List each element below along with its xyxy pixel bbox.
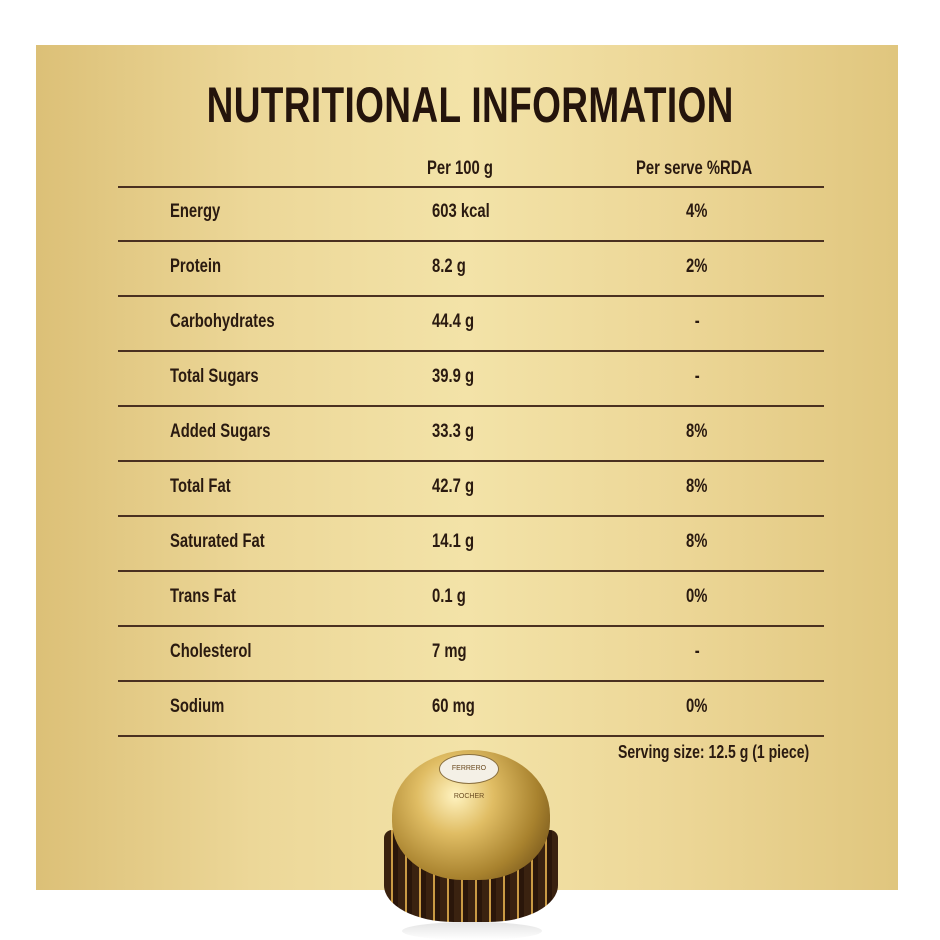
row-label: Saturated Fat: [170, 531, 265, 552]
divider: [118, 680, 824, 682]
divider: [118, 405, 824, 407]
divider: [118, 240, 824, 242]
divider: [118, 460, 824, 462]
column-header-rda: Per serve %RDA: [636, 158, 753, 179]
page-title: NUTRITIONAL INFORMATION: [206, 77, 734, 133]
row-per100: 0.1 g: [432, 586, 466, 607]
row-rda: 8%: [686, 421, 708, 442]
column-header-per100: Per 100 g: [427, 158, 493, 179]
divider: [118, 625, 824, 627]
product-image: FERRERO ROCHER: [382, 750, 560, 940]
row-per100: 44.4 g: [432, 311, 475, 332]
nutrition-panel: [36, 45, 898, 890]
row-label: Cholesterol: [170, 641, 252, 662]
divider: [118, 186, 824, 188]
row-label: Total Fat: [170, 476, 231, 497]
row-rda: 2%: [686, 256, 708, 277]
row-per100: 42.7 g: [432, 476, 475, 497]
divider: [118, 515, 824, 517]
row-per100: 603 kcal: [432, 201, 490, 222]
divider: [118, 350, 824, 352]
row-rda: 8%: [686, 476, 708, 497]
row-per100: 60 mg: [432, 696, 475, 717]
row-rda: 4%: [686, 201, 708, 222]
row-label: Trans Fat: [170, 586, 236, 607]
divider: [118, 295, 824, 297]
row-label: Total Sugars: [170, 366, 259, 387]
row-rda: 0%: [686, 696, 708, 717]
row-label: Energy: [170, 201, 221, 222]
row-per100: 7 mg: [432, 641, 467, 662]
row-rda: -: [694, 641, 700, 662]
row-per100: 8.2 g: [432, 256, 466, 277]
row-label: Added Sugars: [170, 421, 271, 442]
row-per100: 39.9 g: [432, 366, 475, 387]
row-per100: 33.3 g: [432, 421, 475, 442]
row-label: Protein: [170, 256, 222, 277]
divider: [118, 735, 824, 737]
divider: [118, 570, 824, 572]
row-label: Carbohydrates: [170, 311, 275, 332]
row-rda: 0%: [686, 586, 708, 607]
row-per100: 14.1 g: [432, 531, 475, 552]
row-label: Sodium: [170, 696, 225, 717]
row-rda: -: [694, 366, 700, 387]
row-rda: -: [694, 311, 700, 332]
row-rda: 8%: [686, 531, 708, 552]
product-logo: FERRERO ROCHER: [439, 754, 499, 800]
serving-size: Serving size: 12.5 g (1 piece): [618, 742, 810, 762]
